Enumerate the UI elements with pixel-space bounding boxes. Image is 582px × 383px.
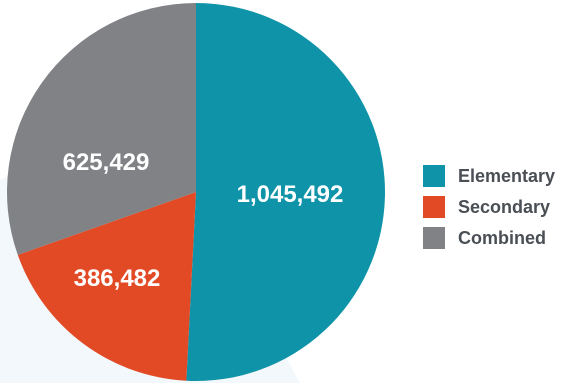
legend-item-combined: Combined [423, 227, 555, 249]
legend-label-secondary: Secondary [458, 196, 551, 217]
slice-label-combined: 625,429 [63, 149, 150, 176]
legend-swatch-elementary [423, 165, 445, 187]
legend-item-elementary: Elementary [423, 165, 555, 187]
legend-item-secondary: Secondary [423, 196, 555, 218]
slice-label-elementary: 1,045,492 [237, 181, 344, 208]
legend-label-elementary: Elementary [458, 165, 556, 186]
legend-label-combined: Combined [458, 227, 546, 248]
pie-slice-elementary [186, 3, 386, 381]
slice-label-secondary: 386,482 [74, 265, 161, 292]
legend-swatch-secondary [423, 196, 445, 218]
pie-slice-secondary [17, 192, 196, 381]
legend-swatch-combined [423, 227, 445, 249]
pie-slice-combined [6, 3, 196, 255]
legend: Elementary Secondary Combined [423, 165, 555, 258]
